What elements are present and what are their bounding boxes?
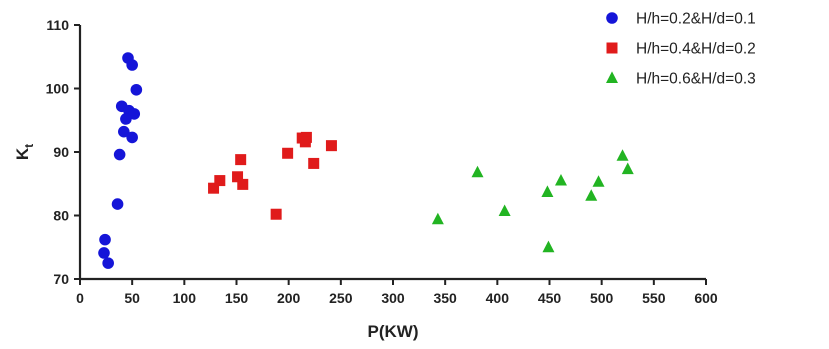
legend-marker-circle bbox=[606, 12, 618, 24]
legend-item: H/h=0.4&H/d=0.2 bbox=[606, 41, 756, 58]
data-point-circle bbox=[118, 125, 130, 138]
legend-marker-square bbox=[606, 42, 618, 54]
data-point-circle bbox=[98, 247, 110, 259]
data-point-square bbox=[235, 154, 247, 166]
data-point-square bbox=[214, 175, 226, 187]
data-point-triangle bbox=[592, 175, 605, 187]
data-point-triangle bbox=[616, 149, 629, 161]
axes bbox=[78, 25, 706, 281]
data-point-square bbox=[325, 140, 337, 152]
y-ticks: 70 80 90 100 110 bbox=[46, 17, 80, 287]
legend-label: H/h=0.2&H/d=0.1 bbox=[636, 11, 756, 28]
x-tick-label: 0 bbox=[76, 290, 84, 306]
data-point-circle bbox=[130, 83, 143, 96]
y-tick-label: 80 bbox=[53, 208, 69, 224]
x-tick-label: 500 bbox=[590, 290, 614, 306]
data-point-circle bbox=[120, 113, 132, 125]
data-point-triangle bbox=[471, 165, 484, 178]
data-point-square bbox=[237, 178, 249, 190]
data-point-circle bbox=[113, 148, 126, 161]
y-tick-label: 110 bbox=[46, 17, 69, 33]
x-tick-label: 550 bbox=[642, 290, 666, 306]
series-circle bbox=[98, 52, 143, 269]
data-point-circle bbox=[126, 59, 138, 71]
y-tick-label: 90 bbox=[53, 144, 69, 160]
x-tick-label: 200 bbox=[277, 290, 301, 306]
legend-item: H/h=0.6&H/d=0.3 bbox=[606, 71, 756, 88]
legend-label: H/h=0.6&H/d=0.3 bbox=[636, 71, 756, 88]
y-axis-title: Kt bbox=[13, 144, 36, 160]
legend-marker-triangle bbox=[606, 71, 618, 83]
data-point-square bbox=[208, 182, 220, 194]
x-tick-label: 600 bbox=[694, 290, 718, 306]
series-triangle bbox=[431, 149, 634, 253]
data-point-triangle bbox=[498, 204, 511, 217]
data-point-square bbox=[270, 208, 282, 220]
y-tick-label: 70 bbox=[53, 271, 69, 287]
data-point-circle bbox=[102, 257, 114, 269]
data-point-triangle bbox=[621, 162, 634, 175]
data-point-circle bbox=[111, 198, 124, 210]
x-tick-label: 400 bbox=[486, 290, 510, 306]
x-tick-label: 250 bbox=[329, 290, 353, 306]
x-axis-title: P(KW) bbox=[368, 322, 419, 341]
y-axis-title-subscript: t bbox=[22, 144, 36, 148]
data-point-square bbox=[299, 136, 311, 148]
data-point-triangle bbox=[585, 189, 598, 201]
data-point-triangle bbox=[541, 185, 554, 197]
x-tick-label: 450 bbox=[538, 290, 562, 306]
x-tick-label: 300 bbox=[381, 290, 405, 306]
data-points bbox=[98, 52, 634, 269]
legend-item: H/h=0.2&H/d=0.1 bbox=[606, 11, 756, 28]
series-square bbox=[208, 131, 337, 220]
y-axis-title-main: K bbox=[13, 147, 32, 160]
x-tick-label: 50 bbox=[124, 290, 140, 306]
data-point-circle bbox=[99, 233, 111, 246]
legend: H/h=0.2&H/d=0.1 H/h=0.4&H/d=0.2 H/h=0.6&H/… bbox=[606, 11, 756, 88]
y-tick-label: 100 bbox=[46, 81, 70, 97]
data-point-triangle bbox=[431, 212, 444, 225]
data-point-circle bbox=[128, 108, 141, 120]
data-point-square bbox=[232, 171, 244, 183]
data-point-circle bbox=[126, 131, 138, 144]
x-tick-label: 350 bbox=[433, 290, 457, 306]
legend-label: H/h=0.4&H/d=0.2 bbox=[636, 41, 756, 58]
x-tick-label: 150 bbox=[225, 290, 249, 306]
data-point-triangle bbox=[542, 240, 555, 253]
x-ticks: 0 50 100 150 200 250 300 350 400 450 500 550 600 bbox=[76, 279, 718, 306]
data-point-triangle bbox=[554, 173, 567, 186]
x-tick-label: 100 bbox=[173, 290, 197, 306]
data-point-square bbox=[308, 157, 320, 169]
data-point-square bbox=[282, 147, 294, 159]
